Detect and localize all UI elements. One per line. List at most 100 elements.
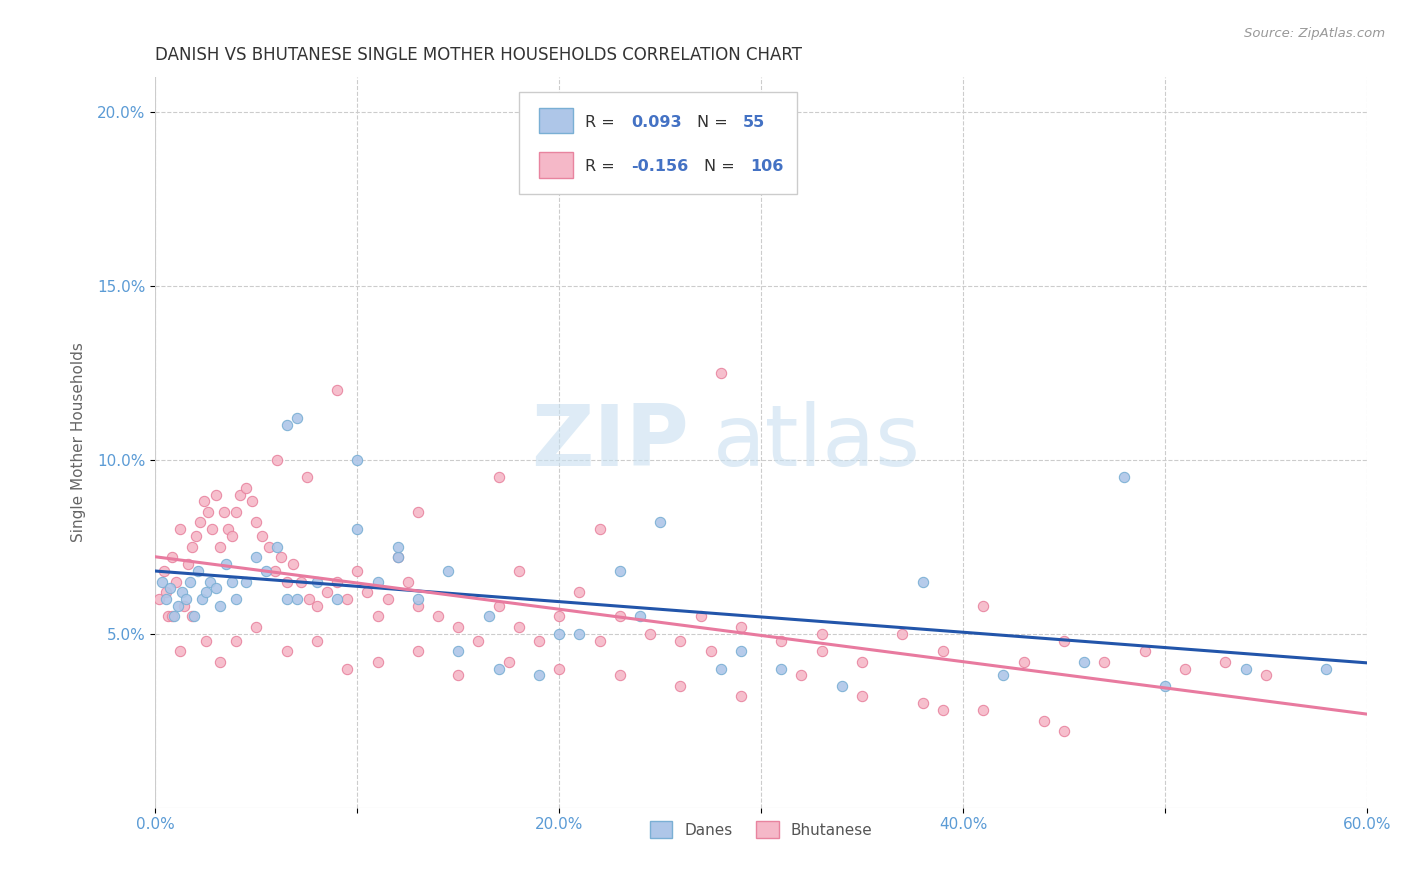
- Point: [1073, 655, 1095, 669]
- Point: [669, 679, 692, 693]
- Point: [609, 564, 631, 578]
- Point: [488, 470, 510, 484]
- Point: [1092, 655, 1115, 669]
- Point: [527, 668, 550, 682]
- Point: [162, 609, 184, 624]
- Point: [406, 599, 429, 613]
- Point: [193, 494, 215, 508]
- Point: [367, 655, 389, 669]
- Point: [174, 591, 197, 606]
- Point: [212, 505, 235, 519]
- Point: [730, 620, 752, 634]
- Point: [256, 564, 278, 578]
- Point: [194, 633, 217, 648]
- Point: [180, 609, 202, 624]
- Point: [217, 522, 239, 536]
- Point: [346, 522, 368, 536]
- Point: [245, 550, 267, 565]
- Point: [406, 591, 429, 606]
- Text: Source: ZipAtlas.com: Source: ZipAtlas.com: [1244, 27, 1385, 40]
- Point: [270, 550, 292, 565]
- Point: [498, 655, 520, 669]
- Point: [1012, 655, 1035, 669]
- Point: [276, 644, 298, 658]
- Point: [609, 668, 631, 682]
- Bar: [540, 108, 574, 133]
- Point: [831, 679, 853, 693]
- Point: [209, 540, 232, 554]
- Point: [993, 668, 1015, 682]
- Point: [326, 383, 349, 397]
- Point: [932, 703, 955, 717]
- Point: [160, 609, 183, 624]
- Point: [159, 582, 181, 596]
- Point: [669, 633, 692, 648]
- Point: [305, 633, 328, 648]
- Point: [377, 591, 399, 606]
- Point: [1053, 724, 1076, 739]
- Point: [467, 633, 489, 648]
- Point: [188, 516, 211, 530]
- Point: [266, 452, 288, 467]
- Point: [266, 540, 288, 554]
- Legend: Danes, Bhutanese: Danes, Bhutanese: [644, 815, 879, 844]
- Point: [245, 620, 267, 634]
- Point: [699, 644, 721, 658]
- Point: [173, 599, 195, 613]
- Point: [891, 626, 914, 640]
- Point: [972, 599, 994, 613]
- Point: [221, 529, 243, 543]
- Point: [730, 690, 752, 704]
- Point: [367, 609, 389, 624]
- Point: [156, 609, 179, 624]
- Point: [305, 599, 328, 613]
- Point: [508, 564, 530, 578]
- Point: [609, 609, 631, 624]
- Point: [911, 696, 934, 710]
- Point: [215, 557, 238, 571]
- Point: [810, 644, 832, 658]
- Text: R =: R =: [585, 159, 620, 174]
- Point: [191, 591, 214, 606]
- Point: [152, 564, 174, 578]
- Point: [356, 585, 378, 599]
- Point: [285, 591, 308, 606]
- Text: 55: 55: [742, 115, 765, 130]
- Point: [406, 644, 429, 658]
- Point: [179, 574, 201, 589]
- Point: [568, 626, 591, 640]
- Point: [447, 644, 470, 658]
- Point: [1234, 661, 1257, 675]
- Point: [447, 668, 470, 682]
- Point: [285, 411, 308, 425]
- Point: [1215, 655, 1237, 669]
- Point: [367, 574, 389, 589]
- Point: [276, 417, 298, 432]
- Point: [851, 690, 873, 704]
- Point: [477, 609, 499, 624]
- Text: ZIP: ZIP: [530, 401, 689, 483]
- Bar: [540, 153, 574, 178]
- Point: [588, 522, 610, 536]
- Point: [1254, 668, 1277, 682]
- Point: [588, 633, 610, 648]
- Text: 0.093: 0.093: [631, 115, 682, 130]
- Point: [488, 599, 510, 613]
- Point: [187, 564, 209, 578]
- Point: [336, 661, 359, 675]
- Point: [235, 481, 257, 495]
- Point: [276, 591, 298, 606]
- Point: [155, 591, 177, 606]
- FancyBboxPatch shape: [519, 92, 797, 194]
- Point: [851, 655, 873, 669]
- Point: [447, 620, 470, 634]
- Point: [205, 582, 228, 596]
- Point: [221, 574, 243, 589]
- Text: -0.156: -0.156: [631, 159, 689, 174]
- Text: atlas: atlas: [713, 401, 921, 483]
- Text: DANISH VS BHUTANESE SINGLE MOTHER HOUSEHOLDS CORRELATION CHART: DANISH VS BHUTANESE SINGLE MOTHER HOUSEH…: [156, 46, 803, 64]
- Point: [169, 522, 191, 536]
- Point: [650, 516, 672, 530]
- Point: [209, 599, 232, 613]
- Y-axis label: Single Mother Households: Single Mother Households: [72, 343, 86, 542]
